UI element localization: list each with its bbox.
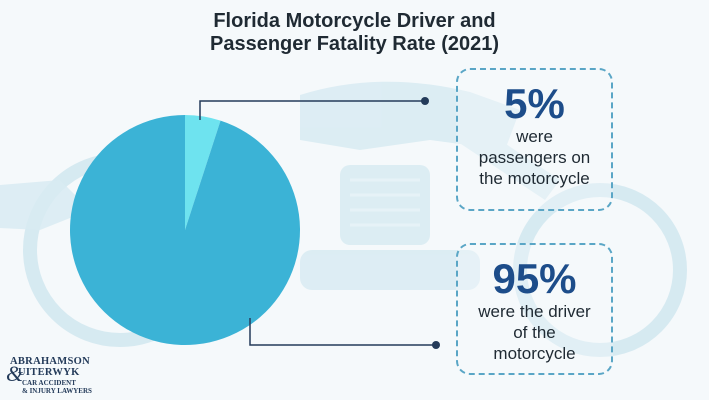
leader-dot-passengers — [421, 97, 429, 105]
callout-text-line: of the — [513, 323, 556, 342]
leader-dot-drivers — [432, 341, 440, 349]
leader-line-passengers — [199, 100, 424, 120]
callout-card-drivers: 95% were the driver of the motorcycle — [456, 243, 613, 375]
callout-text-line: were — [516, 127, 553, 146]
callout-card-passengers: 5% were passengers on the motorcycle — [456, 68, 613, 211]
callout-text-line: were the driver — [478, 302, 591, 321]
logo-line-4: & INJURY LAWYERS — [22, 387, 92, 395]
callout-text-line: motorcycle — [493, 344, 576, 363]
logo-line-1: ABRAHAMSON — [10, 356, 91, 367]
logo-line-3: CAR ACCIDENT — [22, 379, 76, 387]
chart-title: Florida Motorcycle Driver and Passenger … — [0, 10, 709, 56]
callout-text-line: passengers on — [478, 148, 591, 167]
pie-slice-passengers — [185, 115, 221, 230]
chart-title-line-1: Florida Motorcycle Driver and — [213, 10, 496, 32]
logo-ampersand: & — [6, 361, 24, 386]
callout-value-passengers: 5% — [504, 80, 565, 127]
pie-slice-drivers — [70, 115, 301, 345]
company-logo: & ABRAHAMSON UITERWYK CAR ACCIDENT & INJ… — [6, 356, 118, 396]
chart-title-line-2: Passenger Fatality Rate (2021) — [209, 33, 500, 55]
callout-text-line: the motorcycle — [479, 169, 590, 188]
leader-line-drivers — [249, 318, 435, 346]
callout-value-drivers: 95% — [492, 255, 577, 302]
logo-line-2: UITERWYK — [18, 367, 80, 378]
